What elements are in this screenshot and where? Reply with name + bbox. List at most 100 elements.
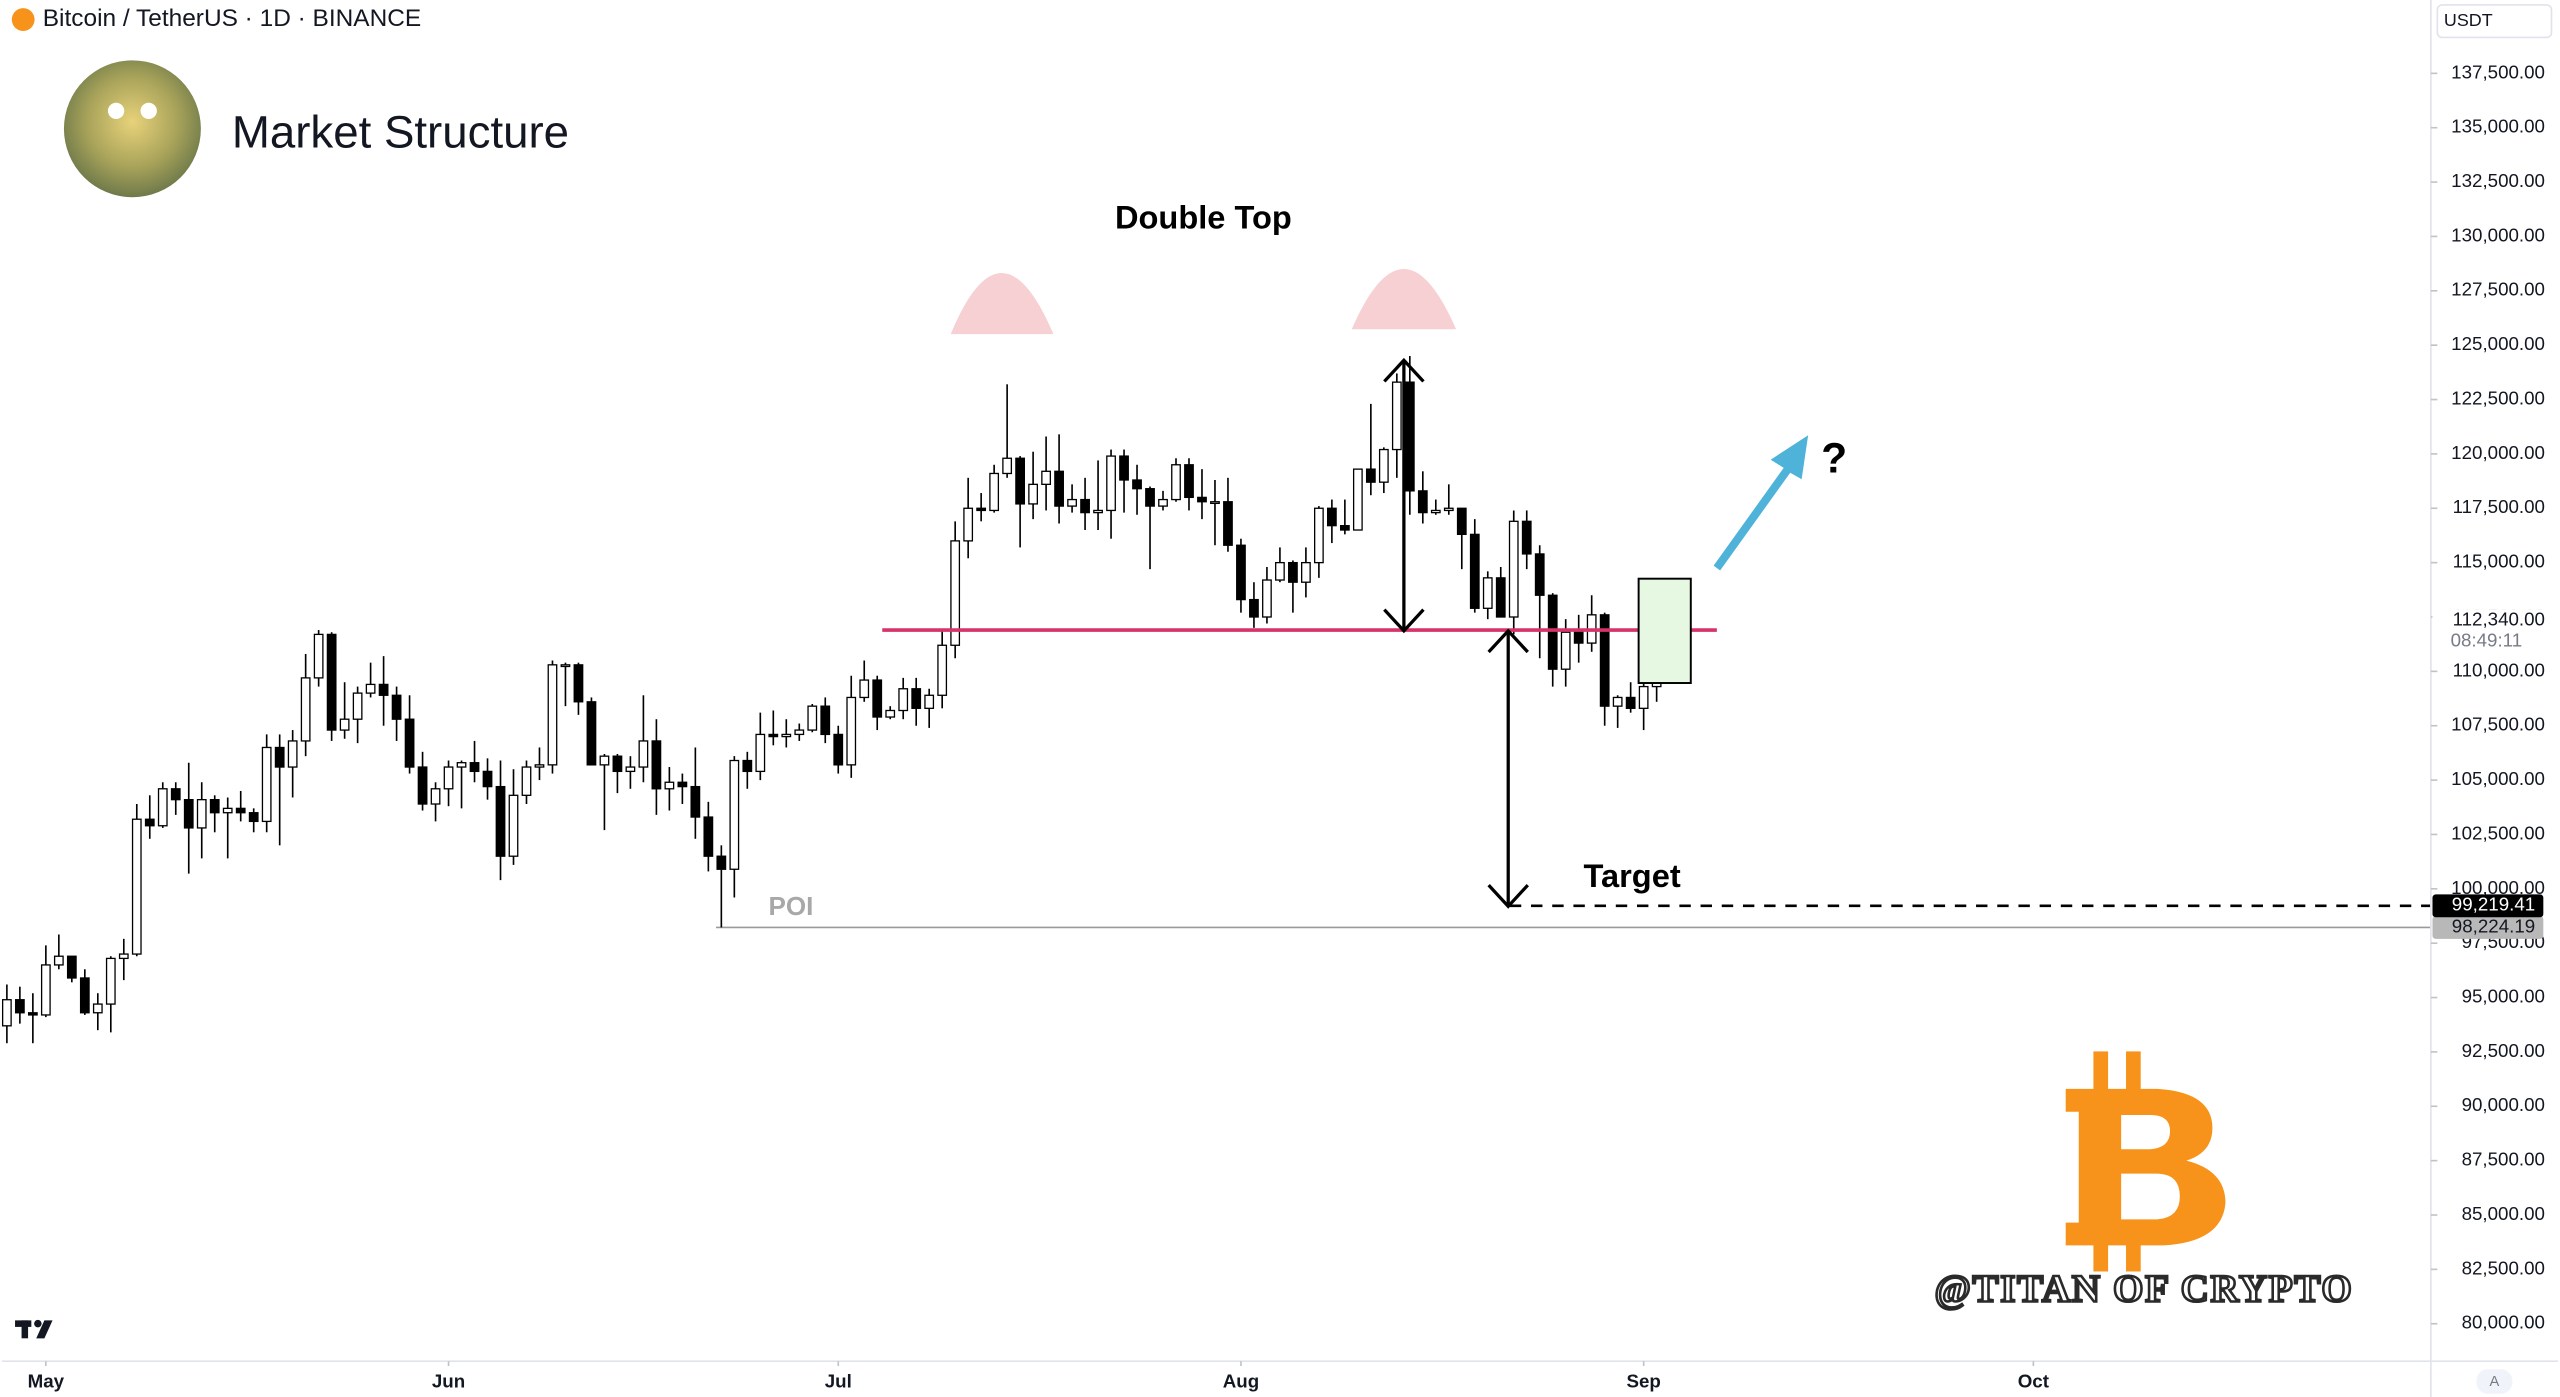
candle-body xyxy=(625,766,636,773)
target-label: Target xyxy=(1584,857,1681,894)
candle-body xyxy=(1612,696,1623,707)
candle-body xyxy=(1508,520,1519,618)
candle-body xyxy=(1326,507,1337,527)
candle-body xyxy=(729,759,740,870)
top-marker xyxy=(950,273,1054,335)
candle-body xyxy=(755,733,766,773)
candle-body xyxy=(1,999,12,1027)
candle-body xyxy=(1028,483,1038,505)
currency-select[interactable] xyxy=(2436,4,2553,39)
candle-body xyxy=(378,683,389,696)
candle-body xyxy=(1067,498,1077,507)
candle-body xyxy=(963,507,974,542)
candle-body xyxy=(651,740,662,790)
y-tick-label: 82,500.00 xyxy=(2462,1257,2545,1278)
y-tick-label: 132,500.00 xyxy=(2451,170,2545,191)
plot-area xyxy=(1,356,2431,1044)
y-tick-label: 130,000.00 xyxy=(2451,224,2545,245)
candle-body xyxy=(1197,496,1207,503)
y-tick-label: 122,500.00 xyxy=(2451,387,2545,408)
candle-body xyxy=(222,807,233,814)
candle-body xyxy=(690,785,701,818)
price-badge xyxy=(2432,894,2544,918)
candle-body xyxy=(1391,381,1402,451)
candle-body xyxy=(1417,490,1428,514)
watermark: @TITAN OF CRYPTO xyxy=(1935,1268,2354,1311)
candle-body xyxy=(40,964,51,1016)
chart-title: Bitcoin / TetherUS · 1D · BINANCE xyxy=(43,5,421,32)
candle-body xyxy=(118,953,129,960)
candle-body xyxy=(508,794,519,857)
candle-body xyxy=(1378,448,1389,483)
coin-icon xyxy=(11,8,35,31)
candle-body xyxy=(1560,631,1571,670)
candle-body xyxy=(742,759,753,773)
last-price-label: 112,340.00 xyxy=(2453,608,2545,629)
candle-body xyxy=(547,664,558,766)
candle-body xyxy=(859,679,870,699)
candle-body xyxy=(703,816,714,857)
candle-body xyxy=(170,788,181,801)
candle-body xyxy=(235,807,246,814)
tv-logo xyxy=(15,1319,53,1339)
candle-body xyxy=(1638,685,1649,709)
y-tick-label: 110,000.00 xyxy=(2453,659,2545,680)
candle-body xyxy=(1404,381,1415,492)
candle-body xyxy=(1573,631,1584,644)
price-badge-label: 99,219.41 xyxy=(2452,894,2535,915)
candle-body xyxy=(820,705,831,736)
scale-button[interactable] xyxy=(2476,1369,2513,1394)
x-tick-label: Sep xyxy=(1626,1370,1660,1391)
candle-body xyxy=(638,740,649,768)
x-axis: May Jun Jul Aug Sep Oct xyxy=(28,1361,2050,1391)
y-tick-label: 100,000.00 xyxy=(2451,877,2545,898)
y-tick-label: 117,500.00 xyxy=(2453,496,2545,517)
candle-body xyxy=(1171,464,1181,501)
candle-body xyxy=(937,644,948,696)
x-tick-label: Aug xyxy=(1223,1370,1259,1391)
y-tick-label: 120,000.00 xyxy=(2451,442,2545,463)
candle-body xyxy=(1262,579,1272,618)
candle-body xyxy=(495,785,506,857)
candle-body xyxy=(196,799,207,829)
candle-body xyxy=(365,683,376,694)
x-tick-label: May xyxy=(28,1370,65,1391)
candle-body xyxy=(1352,468,1363,531)
y-tick-label: 92,500.00 xyxy=(2462,1040,2545,1061)
candle-body xyxy=(1236,544,1246,601)
candle-body xyxy=(261,746,272,823)
candle-body xyxy=(300,677,311,742)
candle-body xyxy=(79,977,90,1014)
candle-body xyxy=(677,781,688,788)
y-tick-label: 107,500.00 xyxy=(2451,714,2545,735)
candle-body xyxy=(781,733,792,738)
candle-body xyxy=(1534,553,1545,596)
subtitle: Market Structure xyxy=(232,106,569,157)
y-tick-label: 135,000.00 xyxy=(2451,116,2545,137)
candle-body xyxy=(911,688,922,709)
candle-body xyxy=(183,799,194,829)
scale-label: A xyxy=(2490,1374,2500,1390)
candle-body xyxy=(27,1012,38,1016)
candle-body xyxy=(1054,470,1064,507)
candle-body xyxy=(1288,561,1298,583)
candle-body xyxy=(885,709,896,718)
candle-body xyxy=(560,664,571,668)
candle-body xyxy=(768,733,779,738)
candle-body xyxy=(1521,520,1532,555)
candle-body xyxy=(352,692,363,720)
candle-body xyxy=(664,781,675,790)
candle-body xyxy=(1119,455,1129,481)
poi-label: POI xyxy=(768,891,813,921)
candle-body xyxy=(339,718,350,731)
candle-body xyxy=(599,755,610,766)
candle-body xyxy=(1093,509,1103,514)
price-badge xyxy=(2432,916,2544,939)
candle-body xyxy=(66,955,77,979)
candle-body xyxy=(248,812,259,823)
avatar xyxy=(107,102,125,119)
candle-body xyxy=(1495,577,1506,618)
candle-body xyxy=(989,472,1000,512)
candle-body xyxy=(1314,507,1324,564)
